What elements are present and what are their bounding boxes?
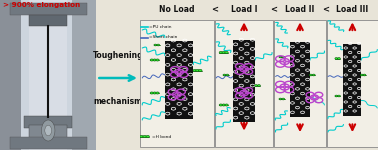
Circle shape bbox=[255, 85, 257, 86]
Text: Load II: Load II bbox=[285, 5, 315, 14]
Circle shape bbox=[146, 135, 149, 138]
Circle shape bbox=[282, 98, 285, 100]
Bar bbox=[24, 116, 72, 128]
Circle shape bbox=[219, 51, 223, 54]
Circle shape bbox=[279, 98, 282, 100]
Circle shape bbox=[279, 56, 282, 58]
Text: Load I: Load I bbox=[231, 5, 257, 14]
Circle shape bbox=[338, 95, 340, 97]
Text: mechanism: mechanism bbox=[94, 98, 143, 106]
Circle shape bbox=[338, 58, 340, 59]
Circle shape bbox=[335, 58, 338, 59]
Circle shape bbox=[257, 85, 260, 86]
Circle shape bbox=[225, 104, 228, 106]
Text: > 900% elongation: > 900% elongation bbox=[3, 2, 80, 8]
Text: <: < bbox=[322, 5, 330, 14]
Circle shape bbox=[335, 95, 338, 97]
Text: =Short chain: =Short chain bbox=[149, 36, 177, 39]
Bar bbox=[0, 0, 21, 150]
Circle shape bbox=[222, 51, 225, 54]
Text: =H bond: =H bond bbox=[152, 135, 171, 138]
Text: <: < bbox=[270, 5, 277, 14]
Circle shape bbox=[154, 44, 157, 46]
Circle shape bbox=[199, 69, 202, 72]
Bar bbox=[327, 20, 378, 147]
Text: Load III: Load III bbox=[336, 5, 369, 14]
Bar bbox=[29, 0, 67, 150]
Text: =PU chain: =PU chain bbox=[149, 25, 171, 29]
Circle shape bbox=[150, 92, 153, 94]
Bar bbox=[140, 20, 214, 147]
Bar bbox=[29, 15, 67, 26]
Text: No Load: No Load bbox=[159, 5, 195, 14]
Circle shape bbox=[222, 104, 225, 106]
Bar bbox=[165, 40, 194, 118]
Circle shape bbox=[153, 59, 156, 61]
Circle shape bbox=[140, 135, 143, 138]
Bar bbox=[233, 40, 256, 122]
Circle shape bbox=[282, 56, 285, 58]
Circle shape bbox=[310, 74, 312, 76]
Circle shape bbox=[196, 69, 199, 72]
Circle shape bbox=[312, 74, 315, 76]
Circle shape bbox=[226, 74, 229, 76]
Circle shape bbox=[157, 44, 160, 46]
Bar bbox=[215, 20, 273, 147]
Text: Toughening: Toughening bbox=[93, 51, 143, 60]
Bar bbox=[72, 0, 96, 150]
Circle shape bbox=[156, 92, 159, 94]
Circle shape bbox=[42, 120, 55, 141]
Circle shape bbox=[45, 125, 51, 136]
Circle shape bbox=[223, 74, 226, 76]
Circle shape bbox=[219, 104, 223, 106]
Bar bbox=[274, 20, 325, 147]
Circle shape bbox=[153, 92, 156, 94]
Bar bbox=[10, 136, 87, 148]
Circle shape bbox=[156, 59, 159, 61]
Circle shape bbox=[150, 59, 153, 61]
Circle shape bbox=[363, 74, 366, 76]
Bar bbox=[290, 42, 310, 117]
Circle shape bbox=[143, 135, 146, 138]
Bar bbox=[344, 44, 361, 116]
Circle shape bbox=[225, 51, 228, 54]
Circle shape bbox=[360, 74, 363, 76]
Bar bbox=[29, 124, 67, 138]
Circle shape bbox=[193, 69, 196, 72]
Bar bbox=[19, 0, 77, 150]
Text: <: < bbox=[211, 5, 218, 14]
Bar bbox=[10, 3, 87, 15]
